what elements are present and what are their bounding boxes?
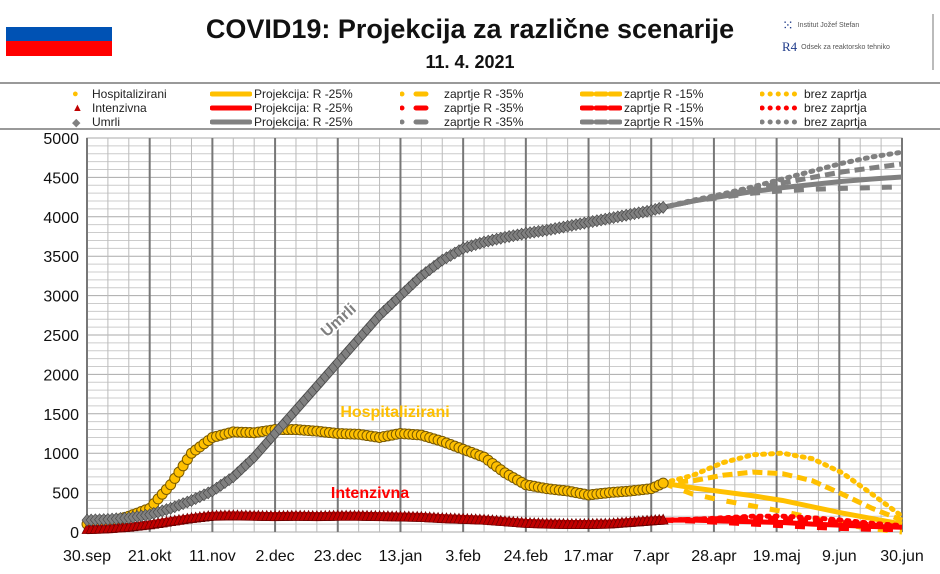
legend-line-swatch	[580, 105, 622, 111]
data-point	[657, 477, 669, 489]
annotation-hospitalizirani: Hospitalizirani	[340, 404, 449, 421]
y-tick-label: 3500	[43, 249, 79, 266]
legend-scenario-label: Projekcija: R -25%	[254, 101, 353, 115]
y-tick-label: 4500	[43, 170, 79, 187]
x-tick-label: 17.mar	[564, 548, 614, 565]
projection-line-umrli-r-35	[662, 184, 903, 210]
legend-row: ▲ Intenzivna Projekcija: R -25% zaprtje R -…	[0, 101, 940, 116]
x-tick-label: 23.dec	[314, 548, 362, 565]
y-tick-label: 1000	[43, 446, 79, 463]
y-tick-label: 3000	[43, 289, 79, 306]
projection-line-intenzivna-r-35	[663, 517, 903, 533]
slovenia-flag	[6, 12, 112, 56]
legend-row: ● Hospitalizirani Projekcija: R -25% zaprtj…	[0, 87, 940, 102]
projection-line-hospitalizirani-r-15	[662, 469, 903, 523]
legend-line-swatch	[210, 119, 252, 125]
x-tick-label: 2.dec	[256, 548, 295, 565]
y-tick-label: 4000	[43, 210, 79, 227]
x-tick-label: 28.apr	[691, 548, 737, 565]
projection-line-umrli-r-15	[662, 161, 903, 210]
x-tick-label: 7.apr	[633, 548, 670, 565]
legend: ● Hospitalizirani Projekcija: R -25% zaprtj…	[0, 82, 940, 130]
projection-line-hospitalizirani-brez	[660, 450, 905, 519]
triangle-marker-icon: ▲	[72, 102, 83, 114]
x-tick-label: 9.jun	[822, 548, 857, 565]
legend-line-swatch	[210, 105, 252, 111]
legend-line-swatch	[760, 91, 802, 97]
legend-scenario-label: zaprtje R -35%	[444, 115, 524, 129]
legend-scenario-label: zaprtje R -15%	[624, 115, 704, 129]
legend-scenario-label: zaprtje R -35%	[444, 101, 524, 115]
legend-row: ◆ Umrli Projekcija: R -25% zaprtje R -35% za…	[0, 115, 940, 130]
legend-line-swatch	[580, 119, 622, 125]
x-tick-label: 21.okt	[128, 548, 172, 565]
legend-scenario-label: zaprtje R -15%	[624, 101, 704, 115]
r4-logo-icon: R4	[782, 39, 798, 54]
circle-marker-icon: ●	[72, 88, 79, 100]
x-tick-label: 13.jan	[379, 548, 423, 565]
legend-line-swatch	[400, 119, 442, 125]
legend-line-swatch	[760, 119, 802, 125]
ijs-dots-icon: ⁙	[782, 16, 794, 33]
legend-scenario-label: brez zaprtja	[804, 87, 867, 101]
ijs-label: Institut Jožef Stefan	[797, 21, 860, 29]
x-tick-label: 11.nov	[189, 548, 236, 565]
legend-series-label: Intenzivna	[92, 101, 147, 115]
x-tick-label: 24.feb	[504, 548, 549, 565]
legend-line-swatch	[210, 91, 252, 97]
projection-line-intenzivna-brez	[660, 513, 905, 529]
diamond-marker-icon: ◆	[72, 116, 81, 129]
x-tick-label: 3.feb	[445, 548, 481, 565]
x-tick-label: 30.sep	[63, 548, 111, 565]
legend-series-label: Hospitalizirani	[92, 87, 167, 101]
data-point	[657, 200, 669, 214]
legend-scenario-label: zaprtje R -15%	[624, 87, 704, 101]
legend-scenario-label: zaprtje R -35%	[444, 87, 524, 101]
y-tick-label: 500	[52, 486, 79, 503]
y-tick-label: 1500	[43, 407, 79, 424]
legend-line-swatch	[400, 91, 442, 97]
y-tick-label: 0	[70, 525, 79, 542]
legend-scenario-label: brez zaprtja	[804, 101, 867, 115]
y-tick-label: 2500	[43, 328, 79, 345]
x-tick-label: 30.jun	[880, 548, 924, 565]
data-point	[657, 513, 669, 525]
projection-line-hospitalizirani-r-25	[662, 480, 903, 527]
chart-title: COVID19: Projekcija za različne scenarij…	[205, 14, 735, 44]
annotation-intenzivna: Intenzivna	[331, 485, 409, 502]
institute-logo: ⁙ Institut Jožef Stefan R4 Odsek za reakto…	[782, 14, 934, 70]
chart-plot: 0 500 1000 1500 2000 2500 3000 3500 4000 4500 5000…	[43, 131, 924, 565]
legend-line-swatch	[400, 105, 442, 111]
legend-line-swatch	[580, 91, 622, 97]
legend-line-swatch	[760, 105, 802, 111]
y-tick-label: 5000	[43, 131, 79, 148]
projection-line-umrli-brez	[660, 149, 905, 210]
legend-series-label: Umrli	[92, 115, 120, 129]
legend-scenario-label: Projekcija: R -25%	[254, 115, 353, 129]
chart-date: 11. 4. 2021	[425, 52, 515, 72]
legend-scenario-label: brez zaprtja	[804, 115, 867, 129]
y-tick-label: 2000	[43, 367, 79, 384]
x-tick-label: 19.maj	[753, 548, 801, 565]
legend-scenario-label: Projekcija: R -25%	[254, 87, 353, 101]
r4-label: Odsek za reaktorsko tehniko	[801, 43, 890, 51]
